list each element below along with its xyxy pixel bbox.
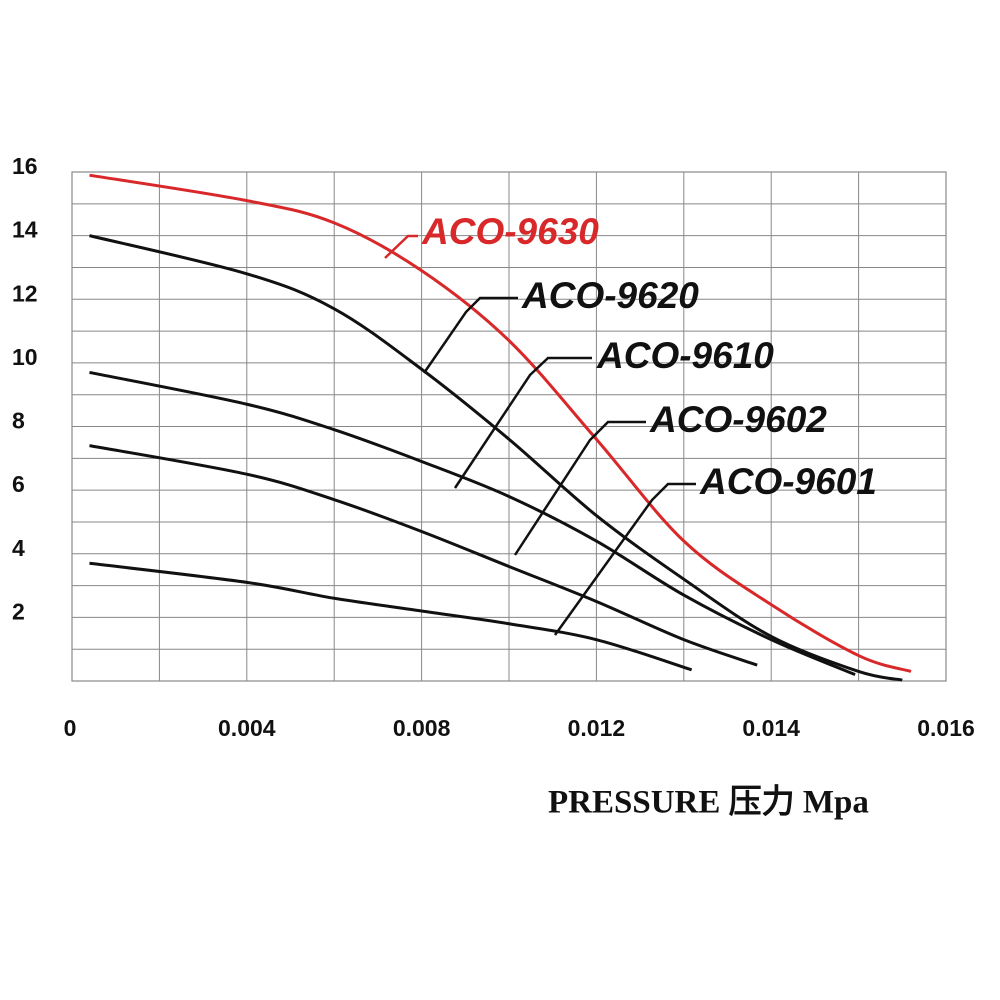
leader-line (384, 234, 418, 259)
leader-line (553, 482, 696, 636)
x-axis-title: PRESSURE 压力 Mpa (548, 784, 869, 821)
leader-line (513, 420, 646, 556)
leader-line (453, 356, 592, 489)
series-line (89, 234, 903, 682)
y-tick-label: 8 (12, 408, 25, 434)
leader-line (422, 296, 518, 374)
y-tick-label: 12 (12, 280, 38, 306)
legend-label: ACO-9630 (421, 211, 599, 252)
series-line (89, 444, 758, 667)
x-tick-label: 0.014 (742, 715, 800, 741)
y-tick-label: 16 (12, 153, 38, 179)
x-tick-label: 0 (64, 715, 77, 741)
y-tick-label: 2 (12, 598, 25, 624)
x-tick-label: 0.016 (917, 715, 975, 741)
series-line (89, 561, 693, 672)
x-tick-label: 0.008 (393, 715, 451, 741)
x-tick-label: 0.004 (218, 715, 276, 741)
legend-label: ACO-9620 (521, 275, 699, 316)
legend-label: ACO-9610 (596, 335, 774, 376)
series-line (89, 173, 912, 673)
y-tick-label: 6 (12, 471, 25, 497)
x-tick-label: 0.012 (568, 715, 626, 741)
y-tick-label: 4 (12, 535, 25, 561)
legend-label: ACO-9602 (649, 399, 827, 440)
y-tick-label: 10 (12, 344, 38, 370)
y-tick-label: 14 (12, 217, 38, 243)
series-line (89, 370, 856, 677)
legend-label: ACO-9601 (699, 461, 877, 502)
